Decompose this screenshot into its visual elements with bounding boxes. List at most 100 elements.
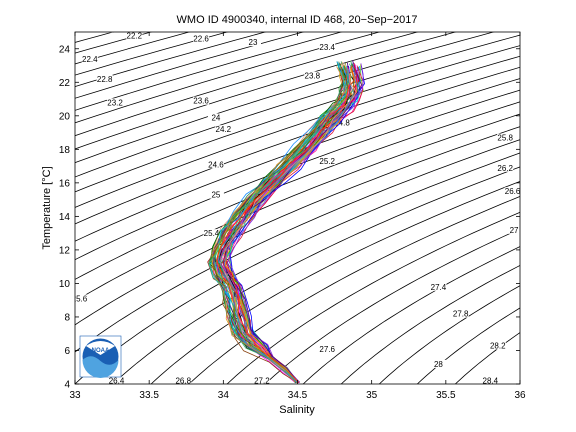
contour-label-bg: [319, 344, 336, 353]
density-contour-line: [75, 32, 343, 111]
density-contour-line: [226, 211, 520, 384]
x-tick-label: 35: [366, 390, 378, 401]
x-tick-label: 35.5: [436, 390, 456, 401]
contour-label: 23.2: [107, 98, 123, 107]
contour-label: 27.8: [453, 310, 469, 319]
profile-line: [219, 69, 355, 383]
contour-label: 22.6: [193, 35, 209, 44]
contour-label-bg: [452, 309, 469, 318]
contour-label: 27.6: [319, 345, 335, 354]
density-contours: 22 22.2 22.4 22.6 22.8 23 23.2 23.4 23.6 23.8 24 24…: [0, 24, 520, 393]
contour-label: 24.2: [216, 125, 232, 134]
contour-label: 28.4: [483, 377, 499, 386]
contour-label: 25: [211, 191, 220, 200]
x-axis-label: Salinity: [279, 404, 315, 416]
density-contour-line: [75, 152, 520, 384]
contour-label-bg: [497, 163, 514, 172]
y-tick-label: 18: [59, 145, 71, 156]
density-contour-line: [75, 32, 495, 164]
contour-label-bg: [504, 187, 520, 196]
contour-label-bg: [506, 225, 520, 234]
density-contour-line: [75, 139, 520, 353]
contour-label-bg: [193, 34, 210, 43]
contour-label-bg: [489, 341, 506, 350]
y-tick-label: 20: [59, 111, 71, 122]
profile-line: [227, 63, 364, 383]
contour-label-bg: [203, 229, 220, 238]
y-tick-label: 14: [59, 212, 71, 223]
contour-label: 27: [510, 226, 519, 235]
noaa-logo-text: NOAA: [92, 348, 110, 354]
contour-label-bg: [126, 32, 143, 40]
contour-label: 27.2: [254, 377, 270, 386]
contour-label-bg: [207, 113, 224, 122]
density-contour-line: [75, 32, 267, 88]
contour-label-bg: [430, 282, 447, 291]
contour-label-bg: [482, 376, 499, 384]
density-contour-line: [75, 101, 520, 280]
density-contour-line: [75, 78, 520, 242]
contour-label-bg: [81, 54, 98, 63]
contour-label-bg: [193, 96, 210, 105]
density-contour-line: [75, 32, 229, 76]
density-contour-line: [378, 285, 520, 384]
profile-line: [211, 66, 347, 383]
contour-label-bg: [253, 376, 270, 384]
profile-line: [213, 62, 345, 384]
contour-label: 24.6: [208, 160, 224, 169]
density-contour-line: [340, 265, 520, 384]
y-axis-label: Temperature [°C]: [41, 166, 53, 249]
density-contour-line: [75, 32, 457, 150]
contour-label: 23.4: [319, 43, 335, 52]
contour-label-bg: [319, 43, 336, 52]
y-axis: 4 6 8 10 12 14 16 18 20 22 24: [59, 44, 520, 391]
contour-label-bg: [107, 98, 124, 107]
density-contour-line: [264, 228, 520, 384]
y-tick-label: 10: [59, 279, 71, 290]
x-tick-label: 33.5: [139, 390, 159, 401]
chart-title: WMO ID 4900340, internal ID 468, 20−Sep−…: [177, 14, 418, 26]
density-contour-line: [188, 196, 520, 384]
contour-label: 23.6: [193, 97, 209, 106]
y-tick-label: 24: [59, 44, 71, 55]
density-contour-line: [454, 332, 520, 384]
contour-label-bg: [497, 133, 514, 142]
contour-label: 25.8: [497, 134, 513, 143]
contour-label: 24.8: [334, 119, 350, 128]
contour-label: 27.4: [431, 283, 447, 292]
contour-label: 26.2: [497, 164, 513, 173]
profile-line: [219, 68, 357, 384]
contour-label: 24: [211, 113, 220, 122]
contour-label-bg: [304, 71, 321, 80]
density-contour-line: [75, 32, 419, 137]
contour-label-bg: [207, 190, 224, 199]
contour-label: 22: [100, 25, 109, 34]
density-contour-line: [75, 32, 381, 124]
contour-label: 23.8: [305, 72, 321, 81]
y-tick-label: 6: [64, 346, 70, 357]
contour-label-bg: [207, 160, 224, 169]
density-contour-line: [75, 32, 115, 43]
profile-line: [216, 65, 355, 383]
density-contour-line: [75, 89, 520, 261]
contour-label: 25.6: [72, 295, 88, 304]
y-tick-label: 22: [59, 78, 71, 89]
density-contour-line: [0, 24, 68, 393]
noaa-logo-icon: NOAA: [79, 335, 122, 378]
x-tick-label: 34.5: [288, 390, 308, 401]
density-contour-line: [75, 32, 305, 99]
x-axis: 33 33.5 34 34.5 35 35.5 36: [69, 32, 526, 401]
x-tick-label: 34: [218, 390, 230, 401]
contour-label-bg: [175, 376, 192, 384]
contour-label-bg: [75, 294, 88, 303]
contour-label-bg: [96, 74, 113, 83]
contour-label: 26.8: [175, 377, 191, 386]
profile-line: [216, 66, 351, 384]
contour-label: 28.2: [490, 341, 506, 350]
contour-label-bg: [430, 359, 447, 368]
contour-label-bg: [245, 38, 261, 47]
contour-label: 22.2: [127, 31, 143, 40]
contour-label-bg: [215, 125, 232, 134]
contour-label-bg: [319, 157, 336, 166]
